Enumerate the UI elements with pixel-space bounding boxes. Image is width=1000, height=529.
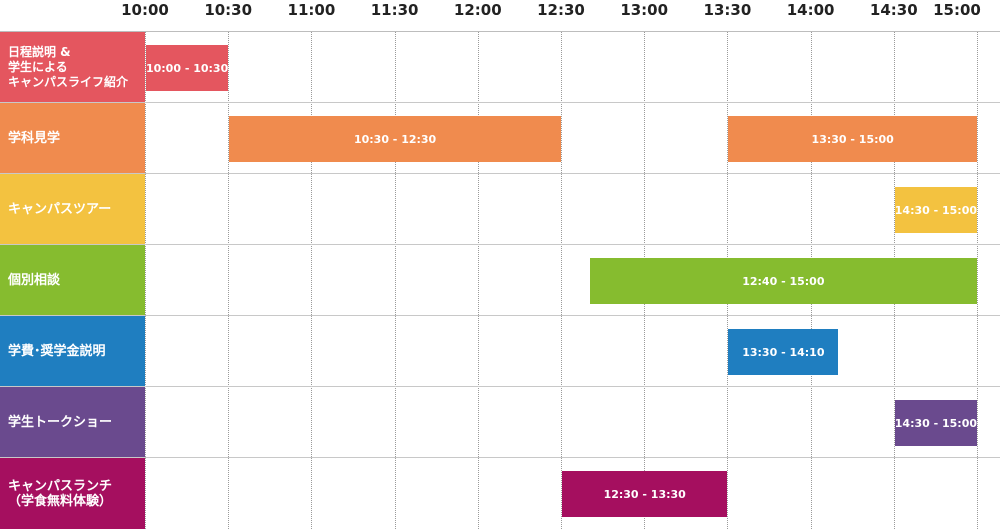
row-divider [0, 102, 1000, 103]
row-label: キャンパスランチ （学食無料体験） [0, 458, 145, 529]
time-gridline [478, 32, 479, 529]
session-bar[interactable]: 12:30 - 13:30 [562, 471, 728, 517]
time-tick-label: 13:00 [620, 1, 669, 19]
time-tick-label: 12:30 [537, 1, 585, 19]
row-label: 学科見学 [0, 103, 145, 174]
time-tick-label: 11:30 [370, 1, 419, 19]
header-divider [0, 31, 1000, 32]
row-label-text: 日程説明 & 学生による キャンパスライフ紹介 [8, 45, 129, 89]
row-label-text: キャンパスツアー [8, 202, 112, 217]
time-gridline [228, 32, 229, 529]
row-label-text: 学生トークショー [8, 415, 113, 430]
row-label-text: 学科見学 [8, 131, 61, 146]
session-bar[interactable]: 14:30 - 15:00 [895, 187, 977, 233]
row-divider [0, 386, 1000, 387]
time-gridline [561, 32, 562, 529]
row-divider [0, 173, 1000, 174]
row-divider [0, 457, 1000, 458]
session-bar[interactable]: 14:30 - 15:00 [895, 400, 977, 446]
session-time-text: 13:30 - 14:10 [742, 345, 825, 359]
session-time-text: 10:00 - 10:30 [145, 61, 229, 75]
time-gridline [977, 32, 978, 529]
session-bar[interactable]: 12:40 - 15:00 [589, 258, 977, 304]
session-time-text: 12:40 - 15:00 [742, 274, 825, 288]
session-time-text: 14:30 - 15:00 [894, 203, 978, 217]
row-label: 学費･奨学金説明 [0, 316, 145, 387]
session-time-text: 13:30 - 15:00 [811, 132, 894, 146]
time-tick-label: 10:00 [121, 1, 169, 19]
row-divider [0, 315, 1000, 316]
session-bar[interactable]: 13:30 - 14:10 [728, 329, 839, 375]
row-label: 個別相談 [0, 245, 145, 316]
session-time-text: 14:30 - 15:00 [894, 416, 978, 430]
time-tick-label: 15:00 [933, 1, 981, 19]
row-label-text: 学費･奨学金説明 [8, 344, 106, 359]
time-tick-label: 11:00 [287, 1, 336, 19]
row-label: 日程説明 & 学生による キャンパスライフ紹介 [0, 32, 145, 103]
time-tick-label: 14:30 [869, 1, 918, 19]
time-tick-label: 13:30 [703, 1, 752, 19]
row-label-text: キャンパスランチ （学食無料体験） [8, 478, 113, 509]
time-tick-label: 12:00 [453, 1, 502, 19]
time-gridline [145, 32, 146, 529]
row-label-text: 個別相談 [8, 273, 61, 288]
row-label: 学生トークショー [0, 387, 145, 458]
row-divider [0, 244, 1000, 245]
time-gridline [395, 32, 396, 529]
time-tick-label: 10:30 [204, 1, 253, 19]
session-bar[interactable]: 10:30 - 12:30 [229, 116, 561, 162]
row-label: キャンパスツアー [0, 174, 145, 245]
session-bar[interactable]: 13:30 - 15:00 [728, 116, 977, 162]
session-time-text: 10:30 - 12:30 [353, 132, 437, 146]
session-bar[interactable]: 10:00 - 10:30 [146, 45, 228, 91]
time-tick-label: 14:00 [786, 1, 835, 19]
session-time-text: 12:30 - 13:30 [603, 487, 686, 501]
time-gridline [311, 32, 312, 529]
